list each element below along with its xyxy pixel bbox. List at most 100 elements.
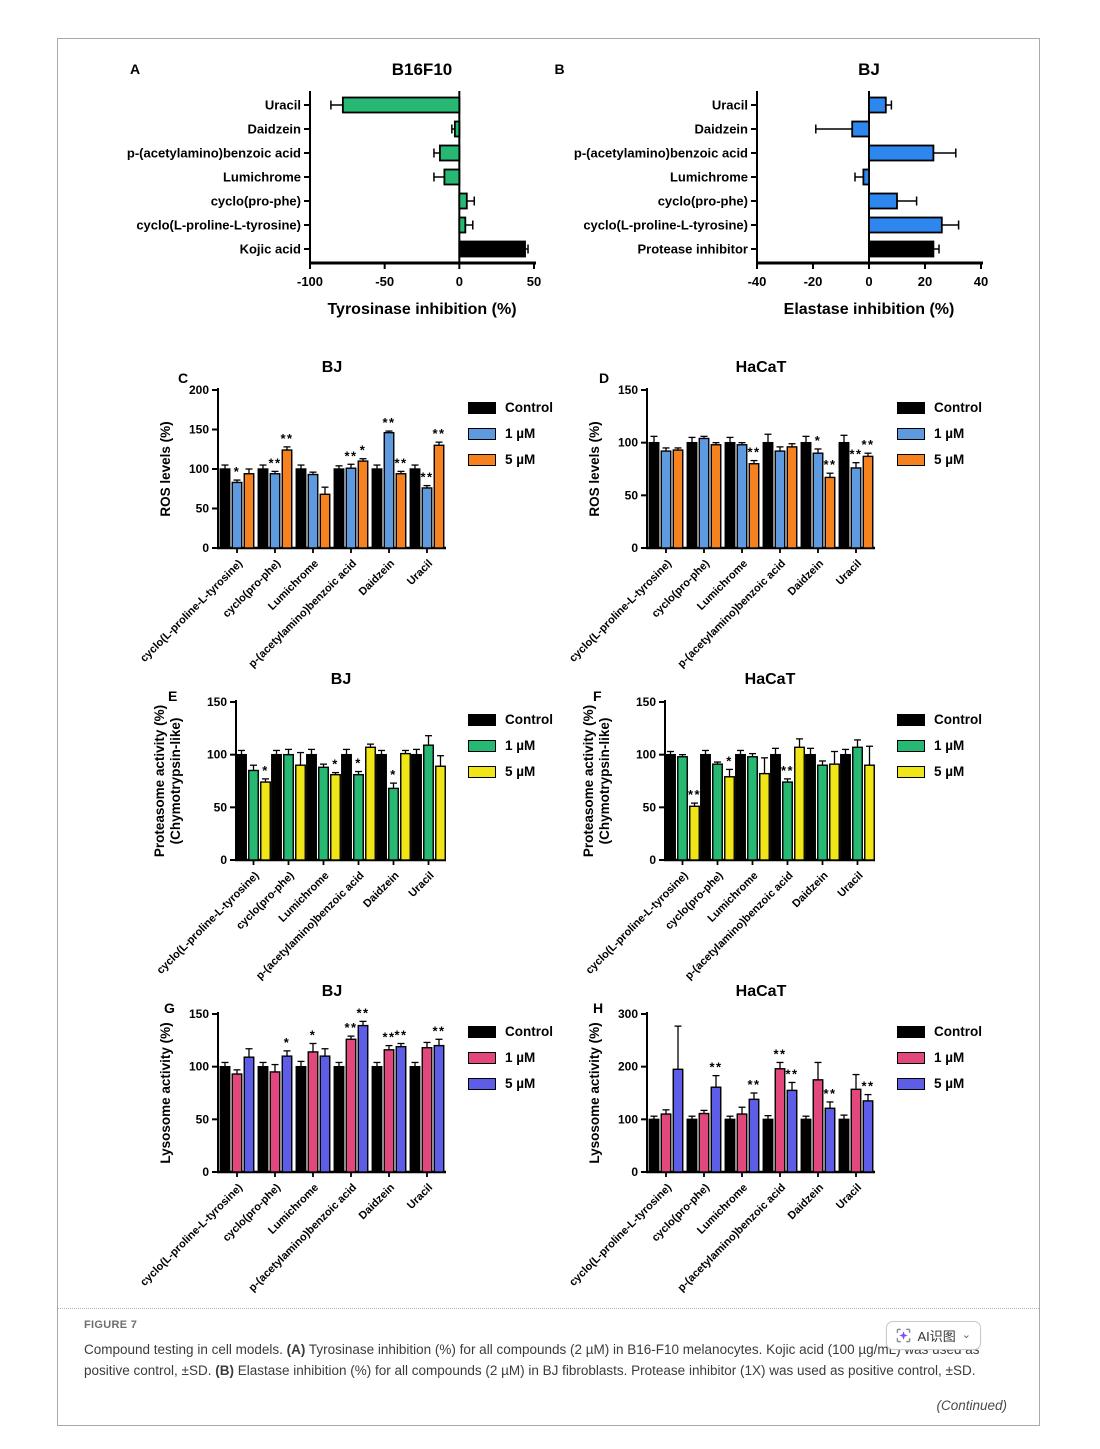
significance-label: ** bbox=[382, 1030, 395, 1045]
y-tick-label: 0 bbox=[631, 541, 638, 555]
significance-label: * bbox=[234, 464, 241, 479]
legend-item: Control bbox=[897, 1024, 982, 1039]
legend-item: Control bbox=[468, 400, 553, 415]
caption-text-segment: Compound testing in cell models. bbox=[84, 1342, 287, 1357]
bar bbox=[243, 473, 255, 549]
panel-d: D HaCaT 0 50 100 150 ROS levels (%) cyclo(L-pr… bbox=[553, 344, 1039, 670]
chart-f-mount: HaCaT 0 50 100 150 Proteasome activity (%) (Ch… bbox=[579, 668, 1039, 984]
significance-label: ** bbox=[420, 470, 433, 485]
legend-label: 1 µM bbox=[934, 738, 965, 753]
legend-swatch-control bbox=[468, 401, 496, 414]
y-tick-label: 100 bbox=[618, 436, 638, 450]
x-tick-label: -20 bbox=[803, 274, 822, 289]
y-tick-label: 100 bbox=[189, 462, 209, 476]
legend-label: 5 µM bbox=[505, 764, 536, 779]
bar bbox=[383, 431, 395, 549]
legend: Control 1 µM 5 µM bbox=[468, 1024, 553, 1091]
bar bbox=[782, 781, 793, 861]
category-label: cyclo(pro-phe) bbox=[657, 194, 747, 209]
significance-label: ** bbox=[344, 448, 357, 463]
y-tick-label: 50 bbox=[196, 1112, 210, 1126]
bar bbox=[698, 1112, 710, 1173]
significance-label: ** bbox=[356, 1005, 369, 1020]
panel-h: H HaCaT 0 100 200 300 Lysosome activity (%) cy… bbox=[553, 968, 1039, 1294]
bar bbox=[409, 1065, 421, 1173]
bar bbox=[852, 746, 863, 861]
ai-button-label: AI识图 bbox=[917, 1329, 956, 1344]
x-category-label: Uracil bbox=[405, 558, 435, 588]
bar bbox=[736, 444, 748, 549]
bar bbox=[458, 192, 468, 210]
legend-label: 1 µM bbox=[505, 1050, 536, 1065]
legend-item: 5 µM bbox=[468, 452, 553, 467]
bar bbox=[824, 476, 836, 549]
bar bbox=[319, 1055, 331, 1173]
bar bbox=[345, 1038, 357, 1173]
bar bbox=[840, 753, 851, 861]
bar bbox=[829, 763, 840, 861]
panel-c: C BJ 0 50 100 150 200 ROS levels (%) cyclo(L-pr… bbox=[58, 344, 553, 670]
bar bbox=[867, 216, 943, 234]
y-axis-label: ROS levels (%) bbox=[587, 421, 602, 516]
bar bbox=[710, 1086, 722, 1173]
bar bbox=[665, 753, 676, 861]
bar bbox=[295, 1065, 307, 1173]
bar bbox=[800, 441, 812, 549]
caption-text-segment: Elastase inhibition (%) for all compound… bbox=[233, 1362, 976, 1378]
legend-swatch-5-µm bbox=[468, 453, 496, 466]
y-tick-label: 0 bbox=[220, 853, 227, 867]
bar bbox=[648, 1118, 660, 1173]
legend-label: 5 µM bbox=[934, 1076, 965, 1091]
chart-g-mount: BJ 0 50 100 150 Lysosome activity (%) cyclo(L-… bbox=[138, 980, 553, 1296]
category-label: Lumichrome bbox=[223, 170, 301, 185]
bar bbox=[269, 473, 281, 549]
legend-item: 1 µM bbox=[897, 426, 982, 441]
significance-label: * bbox=[355, 756, 362, 771]
significance-label: * bbox=[726, 753, 733, 768]
legend-item: 5 µM bbox=[897, 1076, 982, 1091]
legend-swatch-5-µm bbox=[468, 1077, 496, 1090]
x-tick-label: 50 bbox=[527, 274, 541, 289]
bar bbox=[341, 96, 461, 114]
category-label: p-(acetylamino)benzoic acid bbox=[573, 146, 747, 161]
legend-item: Control bbox=[468, 712, 553, 727]
legend-label: Control bbox=[505, 1024, 553, 1039]
legend-swatch-5-µm bbox=[897, 1077, 925, 1090]
bar bbox=[786, 1089, 798, 1173]
bar bbox=[660, 450, 672, 549]
legend-swatch-1-µm bbox=[468, 427, 496, 440]
legend: Control 1 µM 5 µM bbox=[897, 400, 982, 467]
legend-swatch-1-µm bbox=[897, 739, 925, 752]
x-category-label: Uracil bbox=[405, 1182, 435, 1212]
figure-card: A B16F10 -100 -50 0 50 Tyrosinase inhibition … bbox=[57, 38, 1040, 1426]
bar bbox=[281, 449, 293, 549]
significance-label: ** bbox=[432, 426, 445, 441]
bar bbox=[724, 776, 735, 861]
bar bbox=[365, 746, 376, 861]
category-label: Kojic acid bbox=[240, 242, 301, 257]
significance-label: ** bbox=[781, 763, 794, 778]
chart-e-mount: BJ 0 50 100 150 Proteasome activity (%) (Chymo… bbox=[150, 668, 553, 984]
panel-letter-c: C bbox=[178, 370, 189, 386]
bar bbox=[686, 1118, 698, 1173]
category-label: cyclo(pro-phe) bbox=[211, 194, 301, 209]
bar bbox=[236, 753, 247, 861]
panel-letter-g: G bbox=[164, 1000, 175, 1016]
significance-label: ** bbox=[861, 437, 874, 452]
ai-image-recognition-button[interactable]: AI识图 ⌄ bbox=[886, 1321, 981, 1350]
legend-item: 1 µM bbox=[468, 1050, 553, 1065]
bar bbox=[219, 1065, 231, 1173]
bar bbox=[850, 120, 870, 138]
bar bbox=[453, 120, 461, 138]
chart-title: HaCaT bbox=[736, 983, 787, 1000]
category-label: cyclo(L-proline-L-tyrosine) bbox=[136, 218, 301, 233]
legend-swatch-5-µm bbox=[468, 765, 496, 778]
legend-label: 1 µM bbox=[505, 738, 536, 753]
bar bbox=[257, 468, 269, 549]
legend-swatch-control bbox=[897, 401, 925, 414]
bar bbox=[672, 1068, 684, 1173]
legend-swatch-1-µm bbox=[897, 1051, 925, 1064]
bar bbox=[248, 769, 259, 861]
